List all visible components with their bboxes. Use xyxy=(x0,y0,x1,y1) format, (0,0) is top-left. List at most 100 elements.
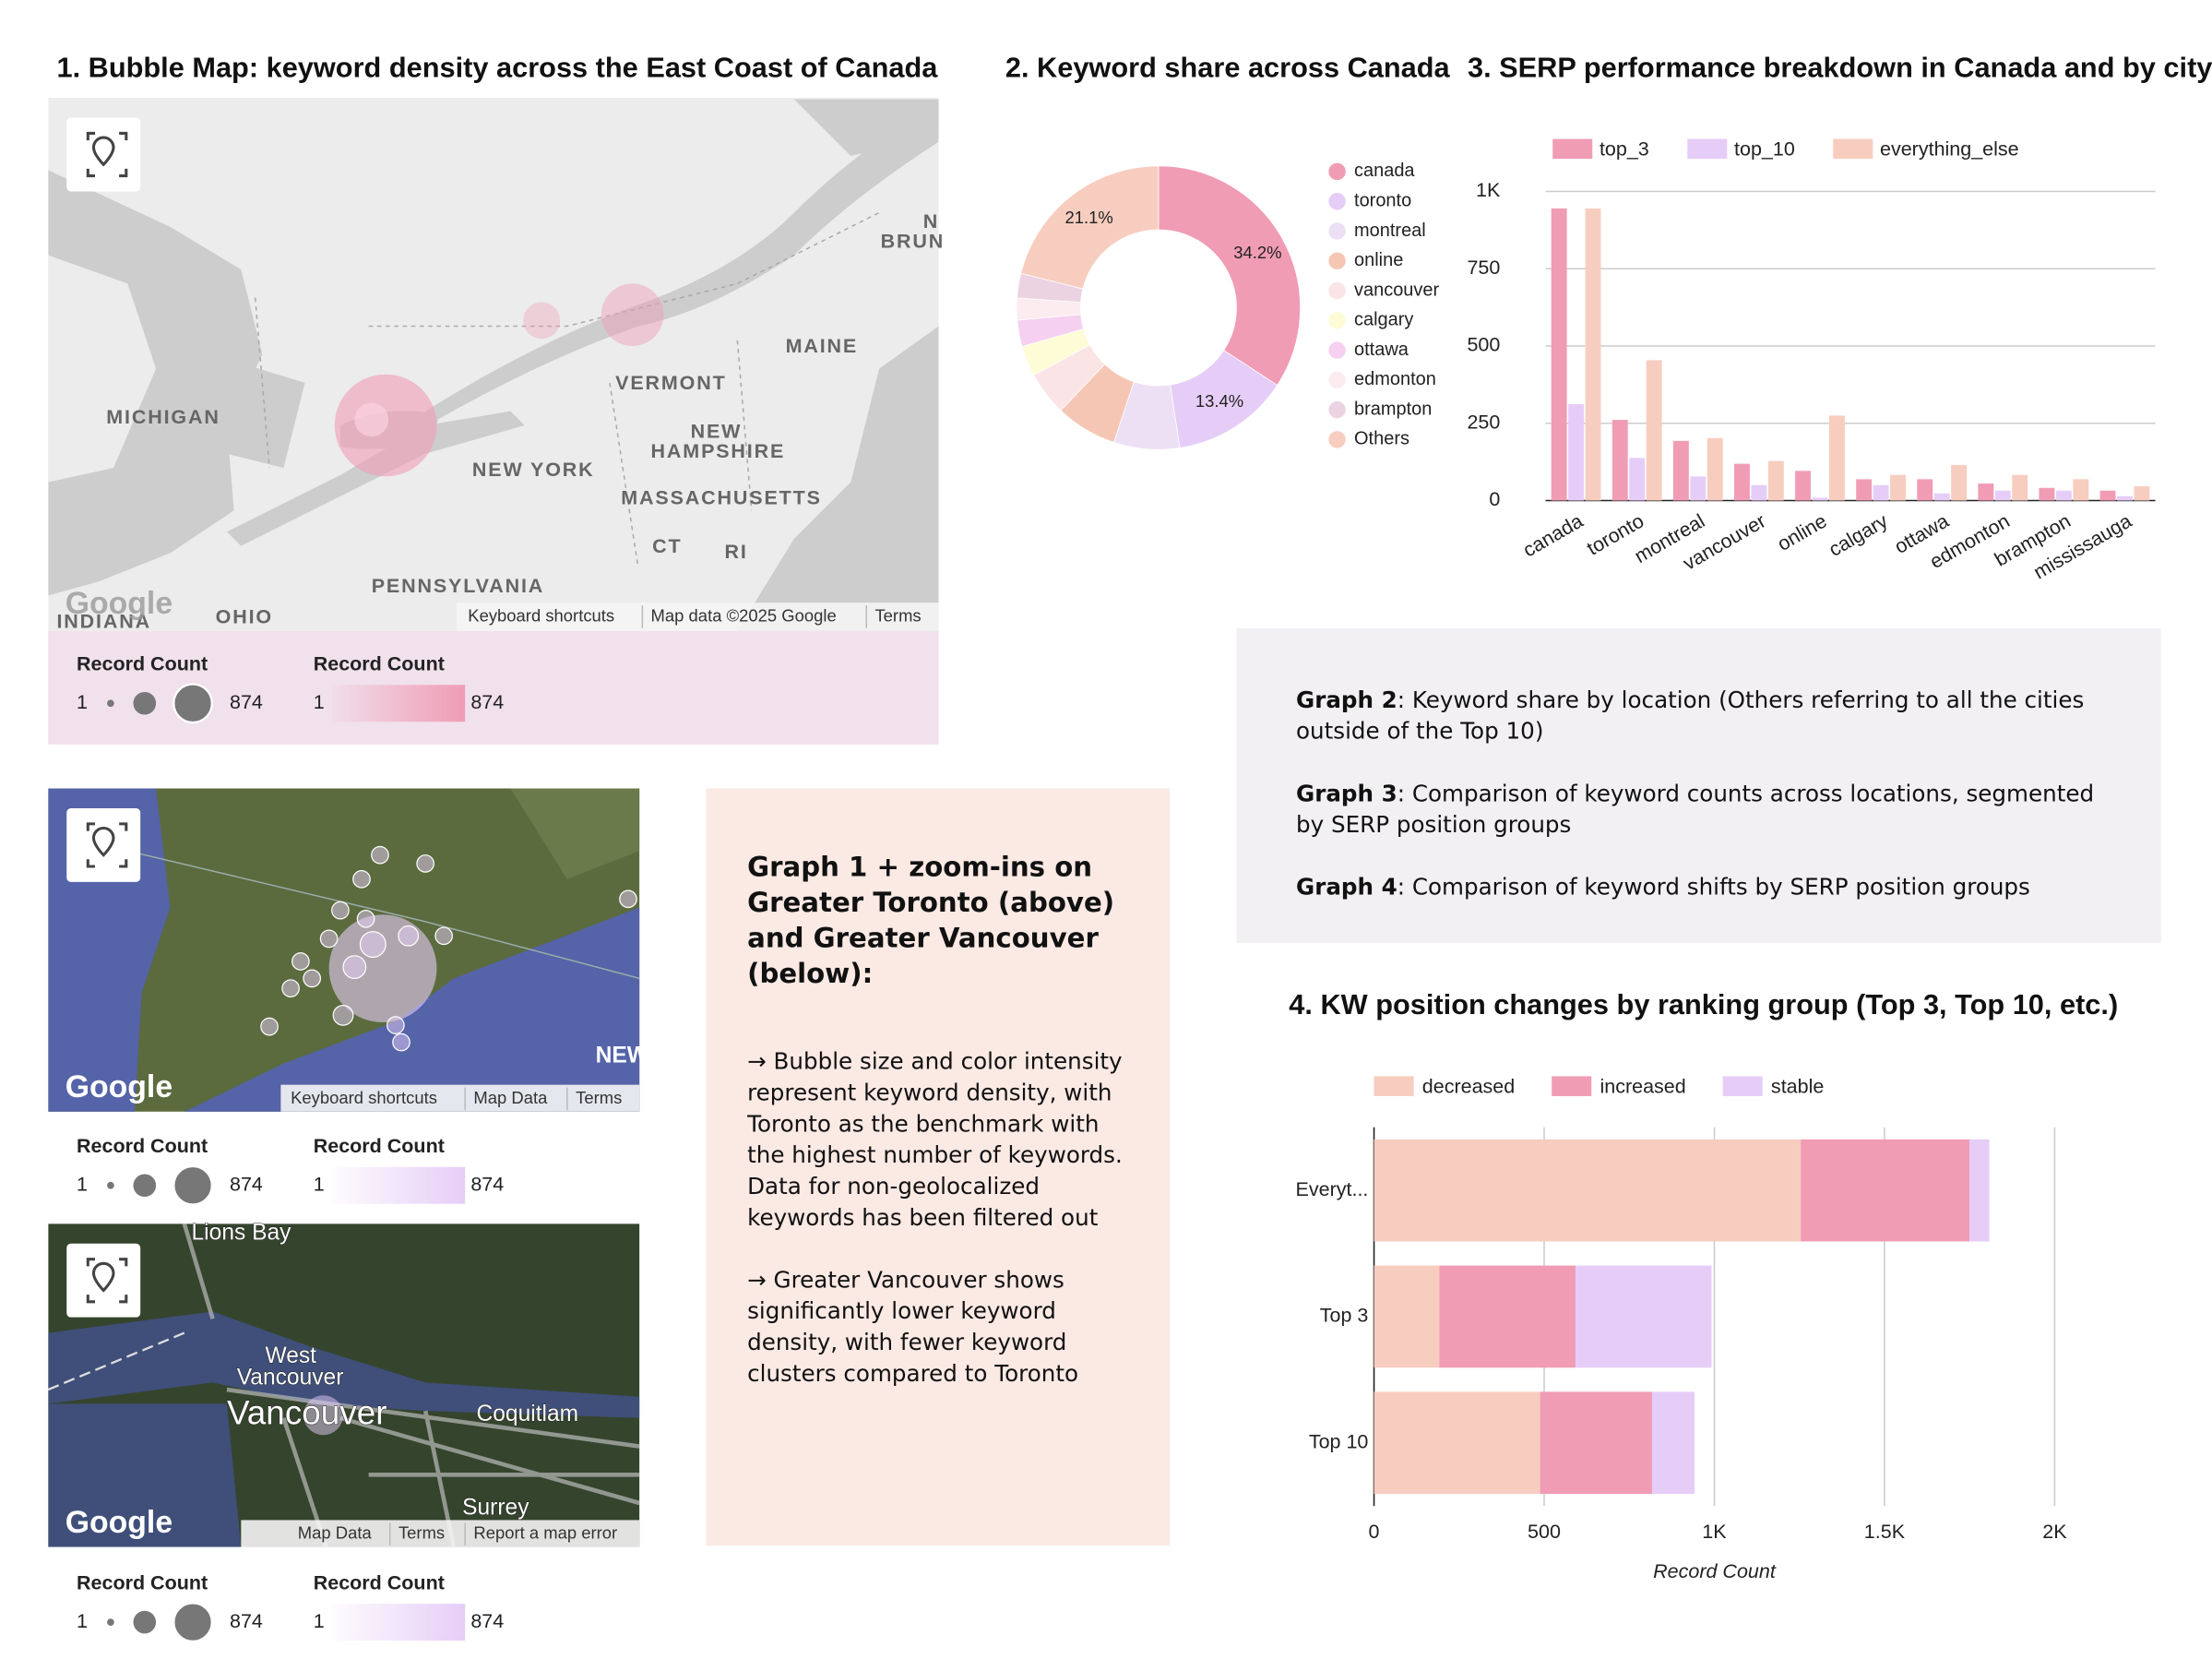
legend-label: stable xyxy=(1771,1075,1824,1097)
map-label: West xyxy=(265,1343,316,1368)
bar xyxy=(2073,479,2089,501)
map-label: N xyxy=(923,210,939,233)
legend-min: 1 xyxy=(314,1610,325,1632)
legend-label: ottawa xyxy=(1354,340,1409,360)
legend-min: 1 xyxy=(77,1610,88,1632)
x-tick-label: 1.5K xyxy=(1864,1521,1906,1543)
map-label: MICHIGAN xyxy=(106,406,220,428)
legend-min: 1 xyxy=(77,691,88,713)
bar xyxy=(1856,479,1873,501)
legend-max: 874 xyxy=(470,1610,504,1632)
pie-slice xyxy=(1158,165,1301,386)
graph-note-label: Graph 2 xyxy=(1296,686,1397,714)
y-tick-label: Top 3 xyxy=(1320,1305,1369,1327)
map-toronto[interactable] xyxy=(48,788,640,1112)
legend-max: 874 xyxy=(470,691,504,713)
legend-swatch xyxy=(1328,222,1346,240)
legend-label: vancouver xyxy=(1354,280,1439,300)
map-label: HAMPSHIRE xyxy=(651,440,786,462)
legend-size-dot xyxy=(172,1164,213,1206)
y-tick-label: 1K xyxy=(1476,179,1501,201)
bar xyxy=(1812,497,1828,501)
legend-swatch xyxy=(1552,138,1593,160)
legend-label: calgary xyxy=(1354,310,1413,330)
legend-size-dot xyxy=(107,699,114,708)
y-tick-label: 750 xyxy=(1467,257,1500,279)
map-vancouver[interactable] xyxy=(48,1223,640,1547)
legend-title: Record Count xyxy=(77,1135,208,1157)
bar-segment xyxy=(1374,1139,1802,1242)
bar xyxy=(1551,208,1567,501)
legend-gradient xyxy=(331,1166,466,1204)
legend-swatch xyxy=(1328,312,1346,329)
bar xyxy=(1707,437,1723,501)
legend-label: increased xyxy=(1600,1075,1685,1097)
legend-title: Record Count xyxy=(314,1135,445,1157)
map-label: NEW xyxy=(596,1043,649,1068)
side-note-paragraph: → Greater Vancouver shows significantly … xyxy=(747,1266,1079,1387)
legend-swatch xyxy=(1328,281,1346,300)
map-attribution: Terms xyxy=(874,605,921,625)
bar xyxy=(1751,484,1767,501)
map-logo: Google xyxy=(65,1505,172,1540)
legend-size-dot xyxy=(107,1618,114,1626)
legend-label: top_3 xyxy=(1600,138,1649,161)
bar xyxy=(1611,420,1628,501)
y-tick-label: 0 xyxy=(1489,488,1500,510)
map-attribution: Map Data xyxy=(298,1523,373,1543)
legend-title: Record Count xyxy=(77,652,208,674)
bar-segment xyxy=(1439,1265,1576,1368)
graph-note: Graph 3: Comparison of keyword counts ac… xyxy=(1296,779,2101,841)
graph-note-label: Graph 3 xyxy=(1296,780,1397,807)
map-label: Coquitlam xyxy=(476,1402,578,1426)
legend-size-dot xyxy=(172,683,213,724)
graph-note-text: : Keyword share by location (Others refe… xyxy=(1296,686,2085,745)
legend-label: toronto xyxy=(1354,191,1411,211)
graph-note: Graph 4: Comparison of keyword shifts by… xyxy=(1296,872,2101,903)
bar-segment xyxy=(1575,1265,1712,1368)
map-east-coast[interactable] xyxy=(48,98,939,631)
map-label: RI xyxy=(725,541,748,563)
bar xyxy=(1933,493,1950,501)
map-label: NEW xyxy=(691,420,743,442)
map-label: NEW YORK xyxy=(472,459,595,481)
legend-min: 1 xyxy=(314,1173,325,1195)
graph-note: Graph 2: Keyword share by location (Othe… xyxy=(1296,685,2101,747)
legend-size-dot xyxy=(107,1181,114,1189)
legend-size-dot xyxy=(133,1174,157,1198)
bar xyxy=(1994,490,2011,501)
legend-gradient xyxy=(331,1604,466,1641)
legend-swatch xyxy=(1328,162,1346,181)
bar-segment xyxy=(1969,1139,1990,1242)
map-label: Vancouver xyxy=(237,1365,344,1390)
x-tick-label: 0 xyxy=(1369,1521,1380,1543)
bar xyxy=(1873,484,1889,501)
bar xyxy=(1978,483,1994,501)
legend-min: 1 xyxy=(314,691,325,713)
bar xyxy=(1568,403,1585,501)
map-attribution: Report a map error xyxy=(473,1523,617,1543)
y-tick-label: 250 xyxy=(1467,411,1500,433)
legend-label: Others xyxy=(1354,429,1409,449)
bar-segment xyxy=(1801,1139,1970,1242)
map-title: 1. Bubble Map: keyword density across th… xyxy=(56,51,938,83)
graph-note-label: Graph 4 xyxy=(1296,873,1397,901)
bar-segment xyxy=(1374,1265,1440,1368)
legend-title: Record Count xyxy=(314,652,445,674)
chart-title: 4. KW position changes by ranking group … xyxy=(1289,988,2118,1020)
bar xyxy=(1672,440,1689,501)
legend-swatch xyxy=(1328,400,1346,419)
x-tick-label: calgary xyxy=(1825,509,1892,561)
map-label: Vancouver xyxy=(227,1393,387,1431)
map-label: OHIO xyxy=(216,606,273,628)
bar xyxy=(1828,415,1845,501)
legend-swatch xyxy=(1722,1076,1763,1096)
legend-label: canada xyxy=(1354,161,1415,181)
side-note: Graph 1 + zoom-ins on Greater Toronto (a… xyxy=(706,788,1171,1546)
map-label: MASSACHUSETTS xyxy=(621,487,822,509)
side-note-heading: Graph 1 + zoom-ins on Greater Toronto (a… xyxy=(747,852,1115,990)
map-attribution: Terms xyxy=(398,1523,445,1543)
legend-swatch xyxy=(1328,252,1346,269)
